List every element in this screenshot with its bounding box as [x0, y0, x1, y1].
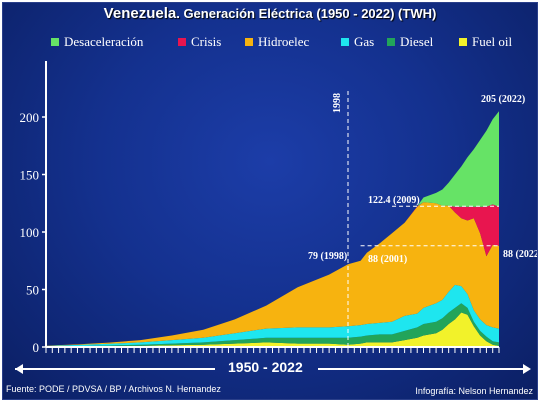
legend-label: Desaceleración	[64, 34, 144, 49]
chart-annotation: 1998	[332, 93, 343, 113]
legend-swatch	[51, 38, 59, 46]
series-area-gas	[46, 284, 499, 347]
legend-label: Diesel	[400, 34, 434, 49]
legend-swatch	[245, 38, 253, 46]
chart-title-subtitle: . Generación Eléctrica (1950 - 2022) (TW…	[176, 6, 437, 21]
legend-item-desaceleracion: Desaceleración	[51, 34, 143, 50]
legend-swatch	[459, 38, 467, 46]
chart-title: Venezuela. Generación Eléctrica (1950 - …	[3, 5, 537, 22]
legend-label: Crisis	[191, 34, 222, 49]
credit-note: Infografía: Nelson Hernandez	[415, 386, 533, 396]
legend-swatch	[387, 38, 395, 46]
x-axis-period-label: 1950 - 2022	[228, 359, 303, 375]
legend-label: Hidroelec	[258, 34, 310, 49]
legend-item-fuel-oil: Fuel oil	[459, 34, 512, 50]
period-arrow-left-head	[15, 364, 23, 374]
legend-swatch	[178, 38, 186, 46]
chart-legend: Desaceleración Crisis Hidroelec Gas Dies…	[51, 34, 531, 50]
y-tick-label: 200	[20, 110, 40, 125]
chart-plot: 0 50 100 150 200 1998 205 (2022) 122.4 (2009) 79…	[15, 61, 538, 374]
chart-annotation: 122.4 (2009)	[368, 195, 420, 206]
period-arrow-right-head	[523, 364, 531, 374]
series-area-fuel-oil	[46, 312, 499, 347]
chart-annotation: 205 (2022)	[481, 94, 525, 105]
series-area-hidroelec	[46, 202, 499, 346]
source-note: Fuente: PODE / PDVSA / BP / Archivos N. …	[6, 384, 221, 394]
chart-annotation: 88 (2022)	[503, 249, 538, 260]
legend-item-diesel: Diesel	[387, 34, 433, 50]
chart-annotation: 79 (1998)	[308, 251, 347, 262]
legend-label: Fuel oil	[472, 34, 513, 49]
y-tick-label: 50	[26, 283, 39, 298]
legend-item-gas: Gas	[341, 34, 374, 50]
legend-item-crisis: Crisis	[178, 34, 221, 50]
legend-item-hidroelec: Hidroelec	[245, 34, 309, 50]
y-tick-label: 100	[20, 225, 40, 240]
series-area-diesel	[46, 303, 499, 347]
legend-label: Gas	[354, 34, 375, 49]
y-tick-label: 0	[33, 340, 40, 355]
chart-annotation: 88 (2001)	[368, 254, 407, 265]
chart-title-country: Venezuela	[103, 5, 177, 22]
y-tick-label: 150	[20, 168, 40, 183]
legend-swatch	[341, 38, 349, 46]
